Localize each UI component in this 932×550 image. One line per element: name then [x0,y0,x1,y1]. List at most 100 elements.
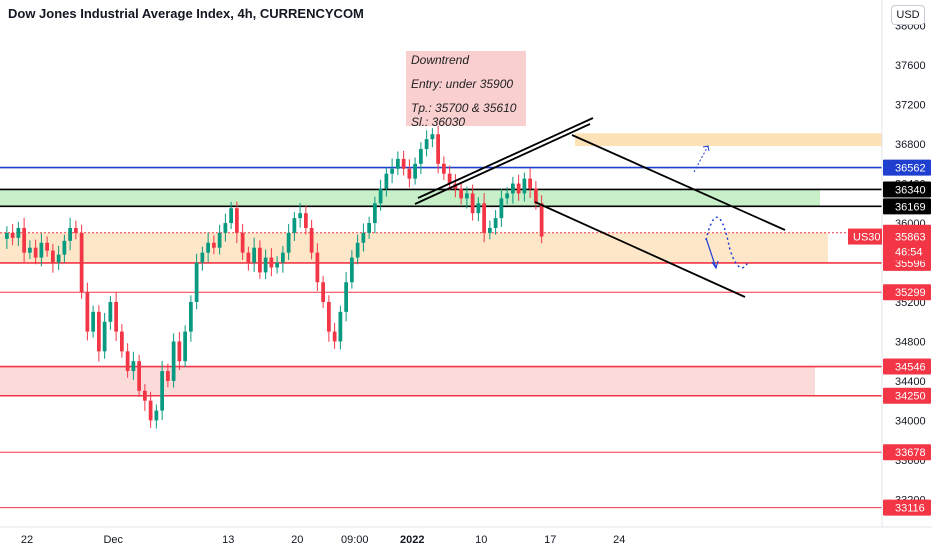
breakout-arrow [693,145,709,173]
candle-body [143,390,147,401]
candle-body [332,331,337,342]
candle-body [68,227,72,241]
candle-body [292,218,297,233]
time-tick-label: Dec [103,534,123,546]
candle-body [390,168,394,174]
candle-body [522,178,527,194]
candle-body [419,149,423,164]
candle-body [22,227,26,253]
candle-body [528,178,532,189]
candle-body [166,371,170,381]
price-tick-label: 37600 [895,60,926,72]
projection-dotted-path [705,216,749,269]
candle-body [396,158,400,169]
candle-body [465,193,469,199]
candle-body [102,321,107,352]
candle-body [378,188,383,204]
candle-body [321,282,325,302]
candle-body [401,158,406,169]
level-price-label: 33116 [895,503,925,515]
level-price-tag [883,499,931,516]
price-tick-label: 34800 [895,336,926,348]
time-tick-label: 09:00 [341,534,369,546]
candle-body [62,240,67,255]
candle-body [114,301,118,332]
candle-body [499,198,504,219]
candle-body [200,252,205,263]
breakout-arrow-head [702,145,710,152]
candle-body [229,208,233,224]
candle-body [505,193,509,199]
level-price-label: 33678 [895,447,926,459]
candle-body [171,341,176,381]
last-price-tag [883,228,931,261]
price-tick-label: 37200 [895,100,926,112]
level-price-label: 35596 [895,258,926,270]
candle-body [125,351,130,372]
countdown-label: 46:54 [895,247,923,259]
zone-0 [0,189,820,207]
price-tick-label: 36800 [895,139,926,151]
candle-body [137,361,141,391]
candle-body [33,247,38,258]
candle-body [327,301,331,332]
candle-body [74,227,78,233]
candle-body [355,242,360,258]
candle-body [304,213,308,228]
candle-body [350,257,354,283]
level-price-tag [883,181,931,198]
candle-body [56,254,61,263]
candle-body [240,232,245,253]
level-price-label: 36169 [895,201,926,213]
level-price-tag [883,358,931,375]
price-tick-label: 34000 [895,415,926,427]
candle-body [217,232,222,248]
candle-body [10,232,15,238]
symbol-tag [848,228,882,245]
candle-body [315,252,320,283]
candle-body [470,193,475,214]
candle-body [189,301,193,332]
candle-body [206,242,210,253]
level-price-tag [883,387,931,404]
candle-body [488,227,492,233]
note-line-4: Sl.: 36030 [411,115,466,129]
candle-body [91,311,95,332]
candle-body [160,371,164,411]
candle-body [286,232,291,253]
candle-body [45,242,49,251]
time-tick-label: 10 [475,534,487,546]
candle-body [39,242,44,258]
candle-body [154,410,159,421]
candle-body [447,173,452,184]
currency-button[interactable]: USD [891,5,925,25]
note-line-2: Entry: under 35900 [411,77,514,91]
candle-body [79,232,84,293]
candle-body [120,331,124,352]
candle-body [177,341,182,362]
symbol-tag-label: US30 [853,232,881,244]
candle-body [361,232,366,243]
time-tick-label: 13 [222,534,234,546]
candle-body [413,163,417,179]
candle-body [5,232,9,239]
zone-3 [0,366,815,396]
price-axis [882,0,932,550]
level-price-tag [883,284,931,301]
candle-body [430,134,435,140]
projection-arrow-head [711,260,719,270]
candle-body [97,311,101,352]
level-price-tag [883,444,931,461]
candle-body [148,400,153,421]
level-price-tag [883,198,931,215]
candle-body [482,203,486,233]
time-tick-label: 24 [613,534,625,546]
time-tick-label: 22 [21,534,33,546]
candle-body [338,311,343,342]
candle-body [212,242,216,248]
time-tick-label: 17 [544,534,556,546]
level-price-label: 34546 [895,362,926,374]
level-price-tag [883,159,931,176]
candle-body [534,188,538,204]
